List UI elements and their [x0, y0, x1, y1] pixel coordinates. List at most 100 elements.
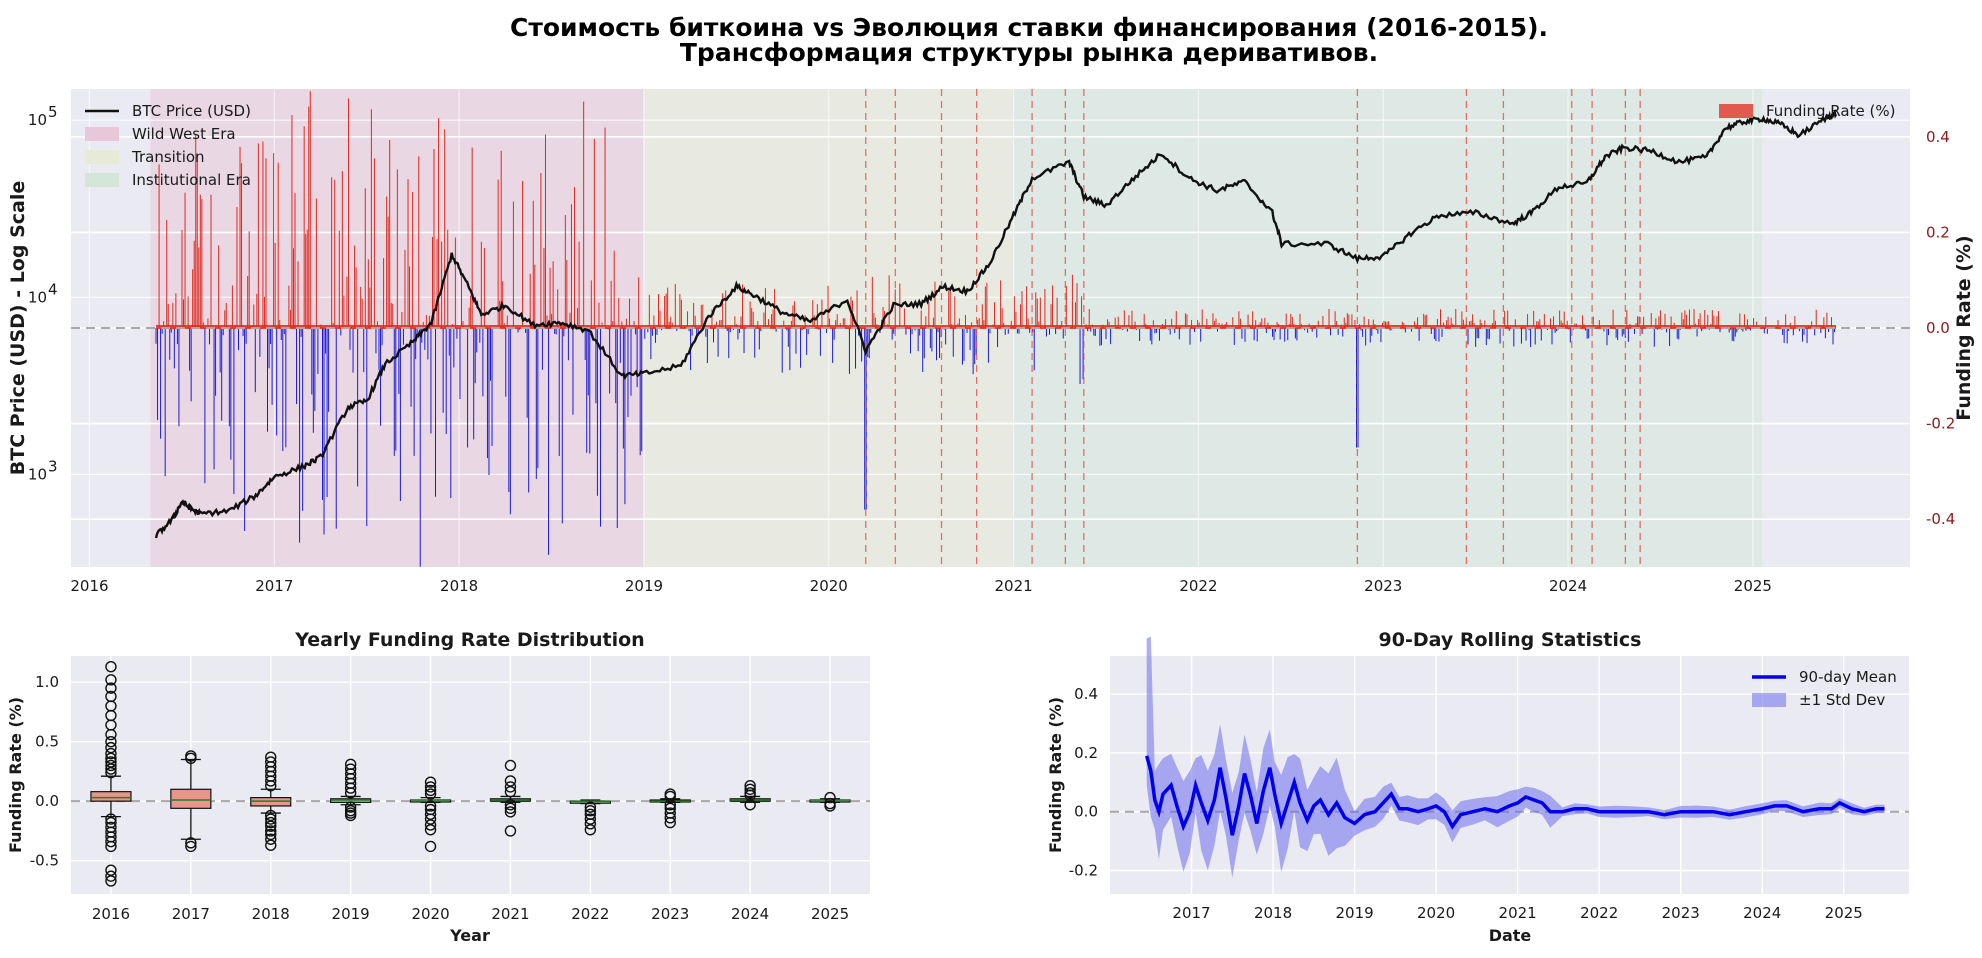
- roll-ytick-label-0: 0.4: [1074, 685, 1098, 703]
- main-legend-right: Funding Rate (%): [1719, 102, 1895, 120]
- box-xtick-label-8: 2024: [731, 905, 769, 923]
- box-outlier: [664, 799, 676, 811]
- rolling-stats-chart: 2017 2018 2019 2020 2021 2022 2023 2024 2025 0.4 0…: [1046, 629, 1909, 945]
- main-xtick-label-7: 2023: [1364, 577, 1402, 595]
- box-outlier: [105, 756, 117, 768]
- box-outlier: [504, 799, 517, 811]
- box-outlier: [664, 816, 676, 829]
- box-outlier: [105, 682, 117, 694]
- legend-swatch-institutional: [85, 173, 119, 187]
- box-2018: [250, 751, 292, 851]
- box-outlier: [344, 801, 357, 813]
- box-2021: [489, 759, 532, 837]
- roll-ytick-label-2: 0.0: [1074, 803, 1098, 821]
- box-outlier: [185, 752, 197, 765]
- box-outlier: [504, 802, 517, 815]
- main-xtick-label-2: 2018: [440, 577, 478, 595]
- box-outlier: [265, 775, 277, 787]
- box-2024: [729, 780, 771, 811]
- main-xtick-label-8: 2024: [1549, 577, 1587, 595]
- legend-label-funding: Funding Rate (%): [1766, 102, 1895, 120]
- box-xtick-label-3: 2019: [332, 905, 370, 923]
- box-outlier: [344, 809, 357, 822]
- rolling-mean-line: [1145, 755, 1885, 836]
- box-outlier: [265, 825, 277, 837]
- box-outlier: [664, 790, 676, 803]
- roll-xtick-label-8: 2025: [1825, 904, 1863, 922]
- box-2019: [330, 758, 372, 822]
- box-outlier: [584, 824, 597, 836]
- roll-ytick-label-1: 0.2: [1074, 744, 1098, 762]
- box-outlier: [424, 840, 437, 853]
- main-ytick-right-0: 0.4: [1926, 128, 1950, 146]
- legend-label-mean: 90-day Mean: [1799, 668, 1897, 686]
- box-xtick-label-5: 2021: [491, 905, 529, 923]
- box-xtick-label-7: 2023: [651, 905, 689, 923]
- box-outlier: [744, 799, 756, 811]
- box-ytick-label-2: 0.0: [35, 792, 59, 810]
- roll-xtick-label-3: 2020: [1417, 904, 1455, 922]
- main-ytick-left-exp-2: 5: [48, 103, 58, 121]
- box-outlier: [504, 785, 517, 798]
- box-outlier: [424, 824, 437, 836]
- rolling-std-band: [1146, 636, 1885, 878]
- box-outlier: [105, 870, 117, 882]
- box-outlier: [265, 833, 277, 845]
- box-outlier: [265, 816, 277, 829]
- figure-title-line2: Трансформация структуры рынка деривативо…: [680, 38, 1378, 67]
- box-2022: [569, 799, 611, 836]
- box-outlier: [105, 759, 117, 772]
- main-xtick-label-0: 2016: [70, 577, 108, 595]
- box-outlier: [744, 783, 756, 795]
- figure-title-line1: Стоимость биткоина vs Эволюция ставки фи…: [510, 13, 1548, 42]
- box-outlier: [504, 775, 517, 787]
- yearly-box-chart: 2016 2017 2018 2019 2020 2021 2022 2023 2024 2025…: [6, 629, 870, 945]
- legend-swatch-funding: [1719, 104, 1753, 118]
- box-chart-title: Yearly Funding Rate Distribution: [294, 629, 644, 651]
- box-outlier: [424, 776, 437, 788]
- legend-label-btc: BTC Price (USD): [132, 102, 251, 120]
- box-2017: [170, 750, 212, 853]
- main-ytick-left-2: 10: [28, 111, 47, 129]
- box-outlier: [105, 741, 117, 754]
- legend-swatch-std: [1752, 693, 1786, 707]
- box-outlier: [105, 864, 117, 876]
- main-xtick-label-4: 2020: [810, 577, 848, 595]
- box-outlier: [424, 808, 437, 820]
- main-ytick-left-exp-1: 4: [48, 280, 58, 298]
- box-outlier: [105, 747, 117, 760]
- box-outlier: [424, 800, 437, 812]
- legend-label-wildwest: Wild West Era: [132, 125, 236, 143]
- box-outlier: [824, 800, 836, 812]
- box-xtick-label-1: 2017: [172, 905, 210, 923]
- box-outlier: [424, 819, 437, 831]
- box-xtick-label-2: 2018: [252, 905, 290, 923]
- box-outlier: [584, 818, 597, 830]
- box-outlier: [105, 735, 117, 748]
- box-xtick-label-6: 2022: [571, 905, 609, 923]
- main-ytick-left-exp-0: 3: [48, 457, 58, 475]
- box-outlier: [105, 763, 117, 775]
- box-xtick-label-9: 2025: [811, 905, 849, 923]
- roll-xtick-label-4: 2021: [1499, 904, 1537, 922]
- box-outlier: [105, 813, 117, 825]
- box-outlier: [105, 840, 117, 853]
- box-outlier: [105, 661, 117, 673]
- box-outlier: [584, 805, 597, 817]
- box-outlier: [424, 784, 437, 797]
- legend-label-institutional: Institutional Era: [132, 171, 251, 189]
- rolling-chart-title: 90-Day Rolling Statistics: [1379, 629, 1642, 651]
- box-outlier: [344, 787, 357, 799]
- box-outlier: [584, 813, 597, 825]
- main-xtick-label-6: 2022: [1179, 577, 1217, 595]
- box-outlier: [824, 791, 836, 804]
- roll-ytick-label-3: -0.2: [1069, 861, 1098, 879]
- box-2016: [90, 661, 132, 887]
- roll-xtick-label-7: 2024: [1743, 904, 1781, 922]
- box-xtick-label-0: 2016: [92, 905, 130, 923]
- box-outlier: [265, 780, 277, 792]
- box-ytick-label-1: 0.5: [35, 733, 59, 751]
- legend-swatch-transition: [85, 150, 119, 164]
- box-outlier: [105, 875, 117, 887]
